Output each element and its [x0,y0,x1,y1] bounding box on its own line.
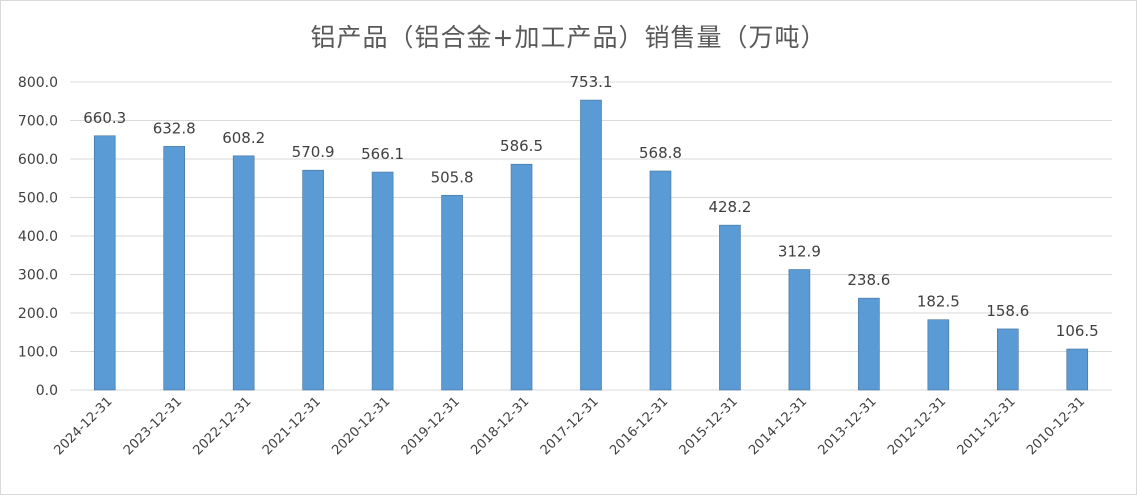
bar [719,224,741,391]
x-tick-label: 2020-12-31 [329,394,393,458]
x-tick-label: 2010-12-31 [1024,394,1088,458]
y-axis-ticks: 0.0 100.0 200.0 300.0 400.0 500.0 600.0 700.0 80… [18,75,58,399]
x-tick-label: 2023-12-31 [121,394,185,458]
data-label: 106.5 [1056,322,1099,340]
bar [858,297,880,391]
chart-title: 铝产品（铝合金+加工产品）销售量（万吨） [310,23,827,52]
bars [93,99,1089,391]
y-tick-label: 500.0 [18,191,58,207]
bar [441,194,463,391]
y-tick-label: 600.0 [18,152,58,168]
bar [580,99,602,391]
data-label: 428.2 [708,198,751,216]
bar [510,163,533,391]
x-tick-label: 2021-12-31 [260,394,324,458]
data-label: 660.3 [83,109,126,127]
data-labels: 660.3 632.8 608.2 570.9 566.1 505.8 586.5 753.1… [83,73,1098,340]
y-tick-label: 800.0 [18,75,58,91]
data-label: 505.8 [431,168,474,186]
y-tick-label: 100.0 [18,345,58,361]
bar [371,171,394,391]
x-tick-label: 2022-12-31 [190,394,254,458]
bar [302,169,324,391]
bar [927,319,950,391]
x-tick-label: 2013-12-31 [816,394,880,458]
data-label: 566.1 [361,145,404,163]
x-tick-label: 2015-12-31 [677,394,741,458]
bar [788,269,811,391]
data-label: 632.8 [153,119,196,137]
x-tick-label: 2017-12-31 [538,394,602,458]
bar [93,135,116,391]
y-tick-label: 700.0 [18,114,58,130]
x-tick-label: 2019-12-31 [399,394,463,458]
data-label: 312.9 [778,243,821,261]
data-label: 238.6 [847,271,890,289]
bar [649,170,672,391]
x-tick-label: 2016-12-31 [607,394,671,458]
x-tick-label: 2014-12-31 [746,394,810,458]
bar [232,155,255,391]
data-label: 158.6 [986,302,1029,320]
y-tick-label: 300.0 [18,268,58,284]
x-tick-label: 2018-12-31 [468,394,532,458]
y-tick-label: 0.0 [36,383,58,399]
data-label: 586.5 [500,137,543,155]
bar [163,146,185,391]
bar [1066,348,1089,391]
x-axis-ticks: 2024-12-31 2023-12-31 2022-12-31 2021-12-31… [52,394,1089,458]
data-label: 182.5 [917,293,960,311]
data-label: 570.9 [292,143,335,161]
y-tick-label: 400.0 [18,229,58,245]
data-label: 568.8 [639,144,682,162]
bar [996,328,1019,391]
data-label: 608.2 [222,129,265,147]
data-label: 753.1 [570,73,613,91]
x-tick-label: 2024-12-31 [52,394,116,458]
x-tick-label: 2012-12-31 [885,394,949,458]
y-tick-label: 200.0 [18,306,58,322]
x-tick-label: 2011-12-31 [955,394,1019,458]
